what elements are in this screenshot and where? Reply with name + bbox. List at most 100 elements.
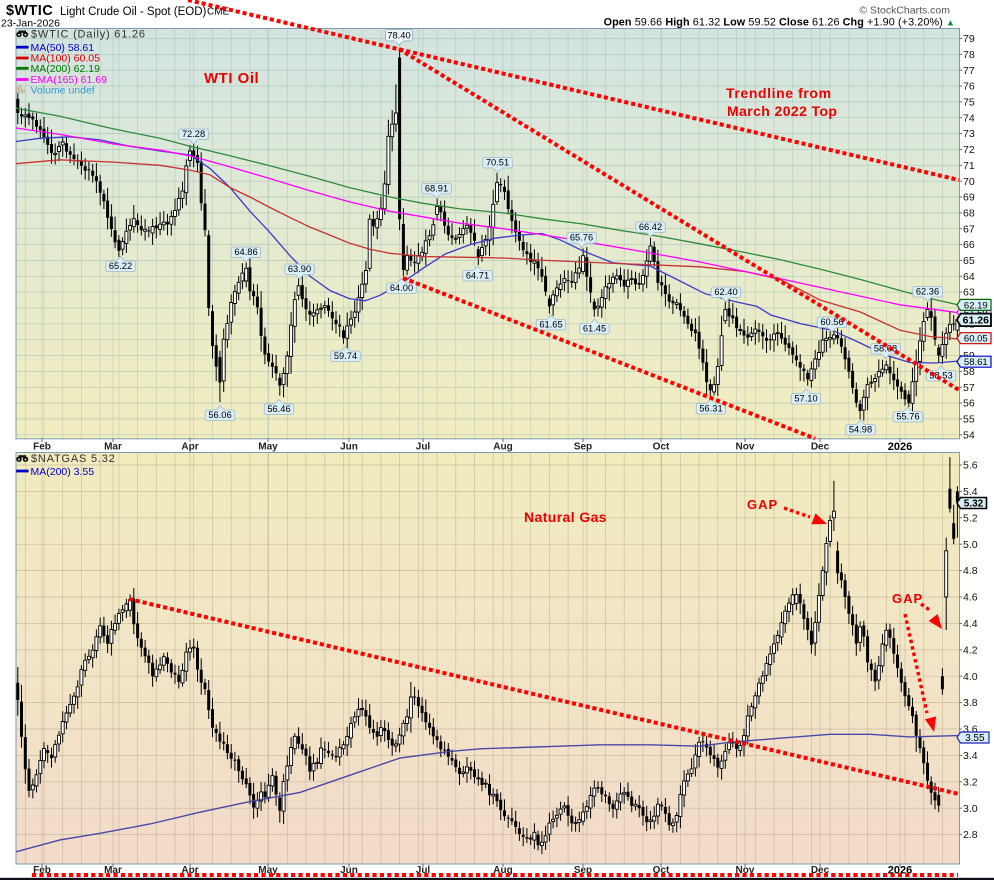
svg-text:58: 58 (963, 366, 975, 378)
svg-text:3.8: 3.8 (963, 697, 978, 709)
svg-text:60.05: 60.05 (964, 334, 988, 345)
svg-text:58.68: 58.68 (874, 344, 897, 354)
svg-text:Sep: Sep (574, 865, 592, 876)
svg-text:Natural Gas: Natural Gas (524, 509, 607, 525)
svg-text:68: 68 (963, 208, 975, 220)
svg-text:May: May (258, 865, 278, 876)
svg-text:69: 69 (963, 192, 975, 204)
svg-text:MA(200) 62.19: MA(200) 62.19 (31, 63, 101, 75)
svg-text:5.2: 5.2 (963, 512, 978, 524)
svg-text:Jun: Jun (340, 865, 358, 876)
svg-text:74: 74 (963, 112, 975, 124)
svg-text:Aug: Aug (493, 442, 512, 453)
svg-text:55: 55 (963, 414, 975, 426)
svg-text:Apr: Apr (181, 865, 198, 876)
svg-text:Trendline from: Trendline from (726, 85, 832, 101)
svg-text:56.31: 56.31 (699, 404, 722, 414)
svg-text:60.56: 60.56 (820, 317, 843, 327)
svg-text:Feb: Feb (33, 442, 51, 453)
svg-text:Oct: Oct (653, 865, 670, 876)
svg-text:76: 76 (963, 81, 975, 93)
svg-text:64.86: 64.86 (234, 247, 257, 257)
svg-text:WTI Oil: WTI Oil (204, 70, 259, 87)
svg-text:4.2: 4.2 (963, 644, 978, 656)
svg-text:Light Crude Oil - Spot (EOD): Light Crude Oil - Spot (EOD) (60, 6, 207, 18)
svg-text:78.40: 78.40 (387, 30, 410, 40)
svg-text:3.2: 3.2 (963, 776, 978, 788)
svg-text:© StockCharts.com: © StockCharts.com (859, 5, 950, 17)
svg-text:63: 63 (963, 287, 975, 299)
svg-text:Jun: Jun (340, 442, 358, 453)
svg-text:54: 54 (963, 429, 975, 441)
svg-text:54.98: 54.98 (849, 425, 872, 435)
svg-text:70: 70 (963, 176, 975, 188)
svg-text:Nov: Nov (736, 865, 755, 876)
svg-text:4.6: 4.6 (963, 592, 978, 604)
svg-text:68.91: 68.91 (425, 184, 448, 194)
svg-text:65.76: 65.76 (570, 233, 593, 243)
svg-text:Jul: Jul (416, 442, 431, 453)
svg-text:56: 56 (963, 398, 975, 410)
svg-text:Nov: Nov (736, 442, 755, 453)
svg-text:55.76: 55.76 (896, 412, 919, 422)
svg-text:64.71: 64.71 (466, 271, 489, 281)
svg-text:58.61: 58.61 (964, 357, 988, 368)
svg-text:23-Jan-2026: 23-Jan-2026 (1, 18, 60, 30)
svg-text:65.22: 65.22 (109, 261, 132, 271)
svg-text:MA(100) 60.05: MA(100) 60.05 (31, 53, 101, 65)
svg-text:57.10: 57.10 (794, 394, 817, 404)
svg-text:70.51: 70.51 (486, 158, 509, 168)
svg-text:3.55: 3.55 (965, 733, 985, 744)
svg-text:5.0: 5.0 (963, 539, 978, 551)
svg-text:72.28: 72.28 (182, 129, 205, 139)
svg-text:Feb: Feb (33, 865, 51, 876)
svg-text:61.65: 61.65 (539, 320, 562, 330)
svg-text:61.26: 61.26 (963, 315, 989, 327)
svg-text:Dec: Dec (811, 442, 830, 453)
svg-text:56.06: 56.06 (208, 410, 231, 420)
svg-text:5.6: 5.6 (963, 460, 978, 472)
svg-text:Aug: Aug (493, 865, 512, 876)
svg-text:GAP: GAP (747, 497, 778, 512)
svg-text:$WTIC (Daily) 61.26: $WTIC (Daily) 61.26 (31, 28, 146, 40)
svg-text:62.40: 62.40 (714, 287, 737, 297)
svg-text:3.0: 3.0 (963, 803, 978, 815)
svg-text:$WTIC: $WTIC (6, 3, 53, 19)
svg-text:64.00: 64.00 (390, 283, 413, 293)
svg-text:2.8: 2.8 (963, 829, 978, 841)
svg-text:3.4: 3.4 (963, 750, 978, 762)
svg-text:March 2022 Top: March 2022 Top (727, 103, 837, 119)
svg-text:77: 77 (963, 65, 975, 77)
svg-text:Volume undef: Volume undef (31, 85, 95, 97)
svg-text:66.42: 66.42 (639, 222, 662, 232)
svg-text:$NATGAS 5.32: $NATGAS 5.32 (31, 453, 116, 465)
svg-text:67: 67 (963, 223, 975, 235)
svg-text:4.8: 4.8 (963, 565, 978, 577)
svg-text:72: 72 (963, 144, 975, 156)
svg-text:5.4: 5.4 (963, 486, 978, 498)
svg-text:73: 73 (963, 128, 975, 140)
svg-text:Open 59.66 High 61.32 Low 59.5: Open 59.66 High 61.32 Low 59.52 Close 61… (604, 17, 955, 29)
svg-text:75: 75 (963, 97, 975, 109)
svg-text:2026: 2026 (888, 441, 912, 453)
svg-text:EMA(165) 61.69: EMA(165) 61.69 (31, 74, 108, 86)
svg-text:CME: CME (207, 7, 230, 18)
svg-text:71: 71 (963, 160, 975, 172)
svg-text:63.90: 63.90 (288, 264, 311, 274)
svg-text:62.36: 62.36 (916, 287, 939, 297)
svg-text:MA(200) 3.55: MA(200) 3.55 (31, 466, 95, 478)
svg-text:5.32: 5.32 (964, 499, 984, 510)
svg-text:79: 79 (963, 33, 975, 45)
svg-text:Apr: Apr (181, 442, 198, 453)
svg-text:Dec: Dec (811, 865, 830, 876)
svg-text:59.74: 59.74 (334, 351, 357, 361)
svg-text:Mar: Mar (104, 865, 122, 876)
svg-text:65: 65 (963, 255, 975, 267)
svg-text:57: 57 (963, 382, 975, 394)
svg-text:4.4: 4.4 (963, 618, 978, 630)
svg-text:78: 78 (963, 49, 975, 61)
svg-text:64: 64 (963, 271, 975, 283)
svg-text:58.53: 58.53 (929, 371, 952, 381)
svg-text:GAP: GAP (892, 591, 923, 606)
svg-text:4.0: 4.0 (963, 671, 978, 683)
